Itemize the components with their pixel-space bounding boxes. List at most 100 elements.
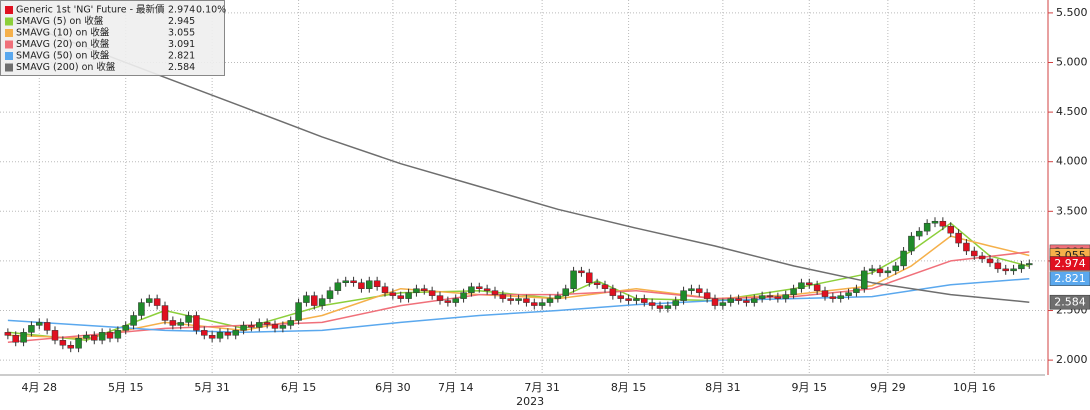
candle-body	[287, 320, 294, 326]
candle-body	[452, 298, 459, 303]
ma-line	[7, 17, 1030, 303]
candle-body	[311, 295, 318, 306]
candle-body	[908, 235, 915, 252]
legend-box	[0, 0, 225, 76]
candle-body	[334, 282, 342, 291]
x-tick-label: 7月 31	[524, 381, 560, 394]
candle-body	[444, 300, 452, 303]
candle-body	[177, 322, 184, 326]
candle-body	[680, 290, 687, 301]
candle-body	[232, 330, 239, 336]
candle-body	[98, 332, 106, 341]
candle-body	[978, 255, 986, 260]
candle-body	[397, 295, 404, 299]
legend-name: SMAVG (200) on 收盤	[16, 61, 116, 73]
candle-body	[672, 300, 679, 306]
candle-body	[381, 286, 389, 293]
legend: Generic 1st 'NG' Future - 最新價 2.974 0.10% S…	[0, 0, 226, 76]
candle-body	[161, 305, 169, 321]
candle-body	[20, 332, 27, 343]
candle-body	[483, 288, 491, 291]
candle-body	[350, 280, 357, 283]
candle-body	[318, 298, 326, 306]
last-value-tag	[1049, 271, 1090, 286]
candle-body	[51, 330, 59, 341]
candle-body	[389, 292, 397, 296]
candle-body	[790, 288, 797, 295]
x-tick-label: 8月 31	[705, 381, 741, 394]
legend-value: 3.091	[168, 39, 195, 50]
candle-body	[491, 290, 499, 295]
candle-body	[892, 265, 899, 272]
candle-body	[546, 298, 554, 303]
candle-body	[806, 282, 813, 285]
legend-name: SMAVG (10) on 收盤	[16, 27, 110, 39]
candle-body	[758, 295, 766, 299]
candle-body	[201, 330, 208, 336]
candle-body	[868, 268, 876, 272]
y-tick-label: 4.500	[1056, 105, 1088, 118]
candle-body	[562, 288, 569, 296]
legend-value: 2.945	[168, 16, 195, 27]
candle-body	[884, 270, 892, 274]
candle-body	[224, 332, 232, 336]
candle-body	[876, 268, 884, 274]
candle-body	[59, 340, 67, 346]
x-tick-label: 8月 15	[611, 381, 647, 394]
legend-swatch	[5, 29, 13, 37]
candle-body	[28, 325, 35, 333]
y-tick-label: 4.000	[1056, 155, 1088, 168]
candle-body	[570, 270, 577, 289]
x-tick-label: 4月 28	[22, 381, 58, 394]
candle-body	[515, 298, 522, 301]
x-tick-label: 9月 15	[792, 381, 828, 394]
candle-body	[263, 322, 271, 325]
last-value-tag	[1049, 294, 1090, 310]
candle-body	[421, 288, 428, 291]
candle-body	[688, 288, 695, 291]
candle-body	[91, 335, 98, 341]
candle-body	[216, 332, 224, 339]
candle-body	[617, 295, 624, 299]
candle-body	[342, 280, 349, 283]
candle-body	[303, 295, 310, 303]
candle-body	[193, 315, 200, 331]
candle-body	[861, 270, 868, 289]
candle-body	[538, 302, 546, 306]
candle-body	[727, 298, 734, 303]
candle-body	[648, 302, 656, 306]
candle-body	[67, 344, 74, 349]
candle-body	[821, 290, 829, 297]
last-value-tag	[1049, 256, 1090, 271]
candle-body	[601, 284, 609, 289]
candle-body	[994, 262, 1002, 270]
candle-body	[523, 298, 530, 303]
candle-body	[625, 298, 632, 301]
candle-body	[240, 325, 247, 331]
legend-swatch	[5, 17, 13, 26]
candle-body	[1018, 264, 1025, 270]
candle-body	[853, 288, 860, 293]
candle-body	[633, 298, 640, 301]
candle-body	[641, 298, 648, 303]
candle-body	[1026, 263, 1033, 266]
legend-swatch	[5, 63, 13, 72]
candle-body	[12, 335, 19, 343]
candle-body	[366, 280, 373, 289]
candle-body	[248, 325, 255, 328]
legend-value: 2.974	[168, 5, 195, 16]
candle-body	[656, 305, 664, 309]
candle-body	[1010, 268, 1017, 272]
x-tick-label: 5月 15	[108, 381, 144, 394]
candle-body	[711, 298, 719, 306]
x-year-label: 2023	[516, 395, 544, 408]
candle-body	[986, 258, 994, 264]
candle-body	[36, 322, 43, 326]
candle-body	[279, 325, 287, 329]
last-value-label: 2.974	[1054, 257, 1086, 270]
candle-body	[829, 296, 837, 299]
candle-body	[735, 298, 742, 301]
candle-body	[719, 302, 727, 306]
